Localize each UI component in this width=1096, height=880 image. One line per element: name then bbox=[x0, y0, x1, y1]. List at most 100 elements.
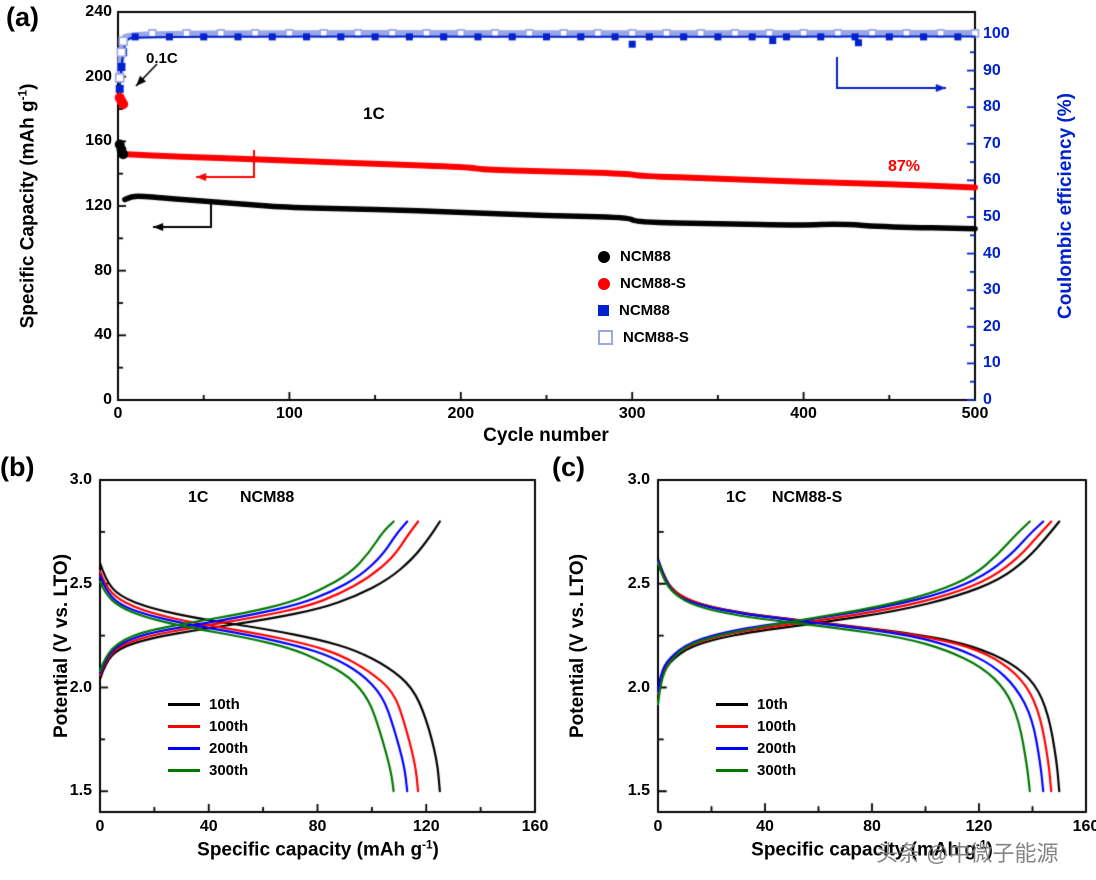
tick-label: 400 bbox=[790, 405, 817, 422]
line-marker-icon bbox=[168, 746, 200, 750]
legend-label: 10th bbox=[757, 695, 788, 713]
tick-label: 80 bbox=[94, 261, 112, 279]
tick-label: 200 bbox=[447, 405, 475, 422]
x-label-close: ) bbox=[432, 839, 439, 861]
x-label-close: ) bbox=[986, 839, 993, 861]
legend-label: 200th bbox=[757, 739, 797, 757]
panel-a-y-right-label: Coulombic efficiency (%) bbox=[1055, 93, 1076, 319]
y-left-label-close: ) bbox=[17, 83, 39, 90]
tick-label: 2.5 bbox=[627, 574, 650, 592]
line-marker-icon bbox=[716, 724, 748, 728]
legend-item: NCM88 bbox=[598, 243, 689, 270]
tick-label: 60 bbox=[983, 171, 1001, 189]
panel-b-rate-annotation: 1C bbox=[188, 489, 209, 506]
legend-item: 300th bbox=[168, 759, 248, 781]
line-marker-icon bbox=[168, 724, 200, 728]
square-marker-icon bbox=[598, 305, 609, 316]
tick-label: 40 bbox=[983, 244, 1001, 262]
y-left-label-sup: -1 bbox=[16, 89, 30, 101]
tick-label: 240 bbox=[85, 3, 112, 20]
panel-a-x-label: Cycle number bbox=[483, 425, 609, 446]
panel-b-legend: 10th 100th 200th 300th bbox=[168, 693, 248, 781]
tick-label: 0 bbox=[95, 818, 105, 835]
tick-label: 120 bbox=[412, 818, 440, 835]
line-marker-icon bbox=[716, 746, 748, 750]
legend-item: 200th bbox=[716, 737, 796, 759]
tick-label: 0 bbox=[983, 391, 992, 408]
tick-label: 50 bbox=[983, 207, 1001, 225]
watermark: 头条 @中微子能源 bbox=[876, 841, 1059, 866]
legend-label: 300th bbox=[757, 761, 797, 779]
rate-annotation-0p1c: 0.1C bbox=[146, 50, 178, 67]
legend-label: NCM88 bbox=[619, 302, 670, 319]
legend-label: NCM88 bbox=[620, 248, 671, 265]
circle-marker-icon bbox=[598, 250, 610, 263]
tick-label: 500 bbox=[961, 405, 989, 422]
panel-c-rate-annotation: 1C bbox=[726, 489, 747, 506]
legend-item: 200th bbox=[168, 737, 248, 759]
legend-label: 100th bbox=[209, 717, 249, 735]
tick-label: 0 bbox=[113, 405, 123, 422]
circle-marker-icon bbox=[598, 277, 610, 290]
retention-annotation: 87% bbox=[888, 158, 921, 175]
tick-label: 20 bbox=[983, 317, 1001, 335]
tick-label: 40 bbox=[756, 818, 774, 835]
panel-c-y-label: Potential (V vs. LTO) bbox=[567, 553, 588, 739]
legend-label: NCM88-S bbox=[620, 275, 686, 292]
tick-label: 70 bbox=[983, 134, 1001, 152]
tick-label: 200 bbox=[85, 67, 112, 85]
tick-label: 100 bbox=[983, 24, 1010, 42]
panel-a-letter: (a) bbox=[6, 2, 39, 32]
legend-item: 10th bbox=[716, 693, 796, 715]
panel-c-letter: (c) bbox=[552, 452, 585, 482]
tick-label: 0 bbox=[653, 818, 663, 835]
tick-label: 80 bbox=[308, 818, 327, 835]
tick-label: 40 bbox=[199, 818, 218, 835]
tick-label: 0 bbox=[103, 391, 112, 408]
tick-label: 1.5 bbox=[69, 782, 92, 800]
y-left-label-text: Specific Capacity (mAh g bbox=[17, 100, 39, 329]
panel-c-sample-annotation: NCM88-S bbox=[772, 489, 843, 506]
tick-label: 40 bbox=[94, 326, 112, 344]
tick-label: 2.5 bbox=[69, 574, 92, 592]
legend-item: 100th bbox=[168, 715, 248, 737]
line-marker-icon bbox=[168, 768, 200, 772]
x-label-sup: -1 bbox=[976, 838, 987, 852]
tick-label: 80 bbox=[983, 98, 1001, 116]
panel-c-x-label: Specific capacity (mAh g-1) bbox=[751, 838, 993, 861]
line-marker-icon bbox=[716, 702, 748, 706]
tick-label: 2.0 bbox=[69, 678, 92, 696]
panel-b-letter: (b) bbox=[0, 452, 35, 482]
tick-label: 30 bbox=[983, 281, 1001, 299]
x-label-text: Specific capacity (mAh g bbox=[197, 839, 423, 861]
x-label-text: Specific capacity (mAh g bbox=[751, 839, 977, 861]
legend-item: NCM88 bbox=[598, 297, 689, 324]
legend-item: NCM88-S bbox=[598, 324, 689, 351]
tick-label: 100 bbox=[276, 405, 303, 422]
legend-item: 300th bbox=[716, 759, 796, 781]
legend-label: 10th bbox=[209, 695, 240, 713]
tick-label: 300 bbox=[618, 405, 646, 422]
panel-a-y-left-label: Specific Capacity (mAh g-1) bbox=[16, 84, 39, 329]
tick-label: 160 bbox=[85, 132, 112, 150]
tick-label: 160 bbox=[521, 818, 549, 835]
tick-label: 80 bbox=[863, 818, 881, 835]
tick-label: 2.0 bbox=[627, 678, 650, 696]
tick-label: 120 bbox=[965, 818, 993, 835]
line-marker-icon bbox=[716, 768, 748, 772]
line-marker-icon bbox=[168, 702, 200, 706]
tick-label: 10 bbox=[983, 354, 1001, 372]
panel-b-sample-annotation: NCM88 bbox=[240, 489, 295, 506]
legend-item: 10th bbox=[168, 693, 248, 715]
panel-b-x-label: Specific capacity (mAh g-1) bbox=[197, 838, 439, 861]
tick-label: 90 bbox=[983, 61, 1001, 79]
legend-item: 100th bbox=[716, 715, 796, 737]
legend-label: NCM88-S bbox=[623, 329, 689, 346]
rate-annotation-1c: 1C bbox=[363, 104, 385, 123]
legend-label: 300th bbox=[209, 761, 249, 779]
panel-c-legend: 10th 100th 200th 300th bbox=[716, 693, 796, 781]
tick-label: 3.0 bbox=[69, 471, 92, 488]
panel-a-legend: NCM88 NCM88-S NCM88 NCM88-S bbox=[598, 243, 689, 351]
